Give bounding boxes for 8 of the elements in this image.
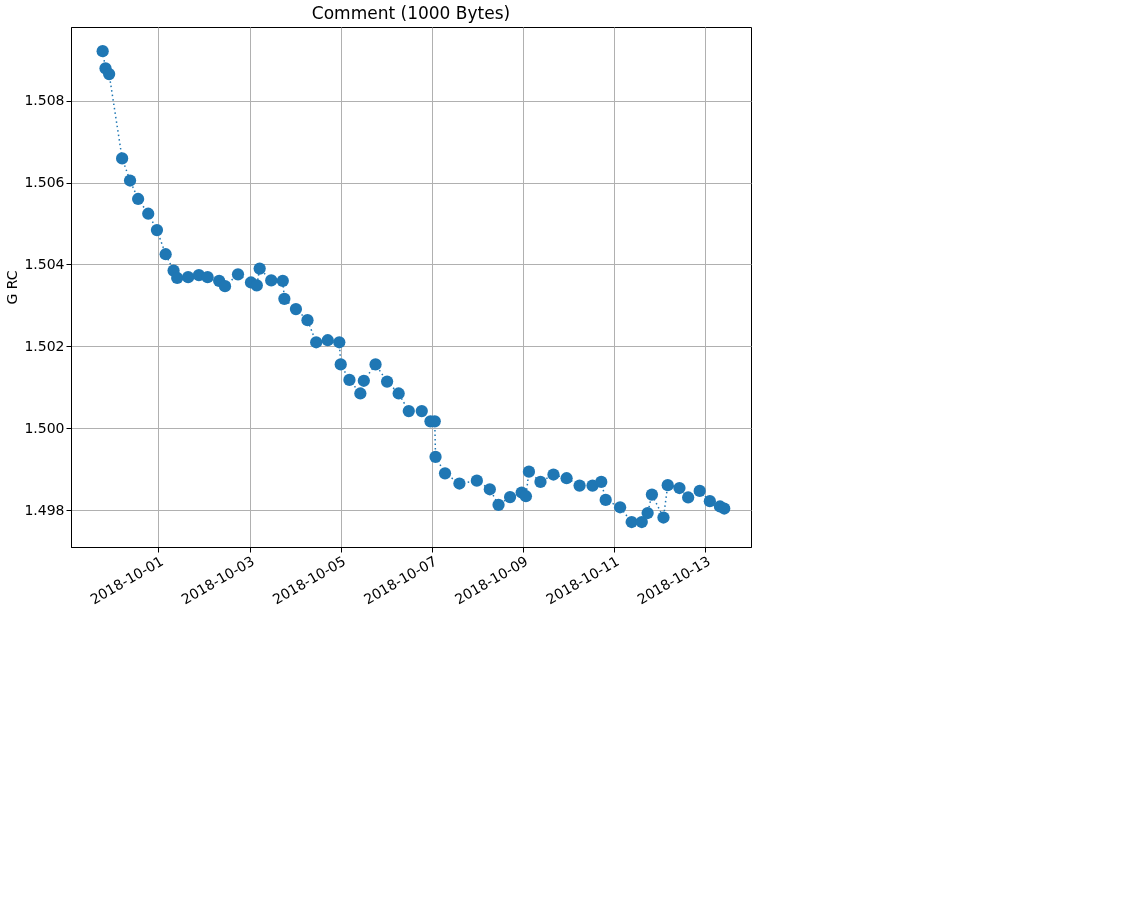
y-tick-label: 1.508 (24, 92, 65, 109)
y-tick-label: 1.504 (24, 255, 65, 272)
y-axis-title: G RC (4, 270, 21, 305)
y-tick-label: 1.500 (24, 419, 65, 436)
y-tick-label: 1.498 (24, 501, 65, 518)
chart-title: Comment (1000 Bytes) (311, 3, 511, 23)
y-tick-label: 1.502 (24, 337, 65, 354)
y-tick-label: 1.506 (24, 174, 65, 191)
